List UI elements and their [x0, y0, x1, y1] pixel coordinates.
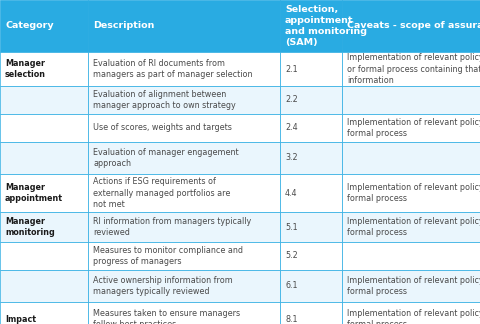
- Text: 6.1: 6.1: [285, 282, 298, 291]
- Bar: [0, 302, 88, 324]
- Text: Evaluation of manager engagement
approach: Evaluation of manager engagement approac…: [93, 148, 239, 168]
- Bar: [88, 242, 280, 270]
- Bar: [280, 114, 342, 142]
- Text: Selection,
appointment
and monitoring
(SAM): Selection, appointment and monitoring (S…: [285, 5, 367, 47]
- Text: RI information from managers typically
reviewed: RI information from managers typically r…: [93, 217, 251, 237]
- Text: Use of scores, weights and targets: Use of scores, weights and targets: [93, 123, 232, 133]
- Text: 8.1: 8.1: [285, 315, 298, 323]
- Bar: [0, 174, 88, 212]
- Text: Evaluation of alignment between
manager approach to own strategy: Evaluation of alignment between manager …: [93, 90, 236, 110]
- Bar: [0, 242, 88, 270]
- Text: Description: Description: [93, 21, 155, 30]
- Text: Manager
appointment: Manager appointment: [5, 183, 63, 203]
- Text: 2.2: 2.2: [285, 96, 298, 105]
- Text: 3.2: 3.2: [285, 154, 298, 163]
- Text: Implementation of relevant policy
or formal process containing that
information: Implementation of relevant policy or for…: [347, 53, 480, 85]
- Text: Evaluation of RI documents from
managers as part of manager selection: Evaluation of RI documents from managers…: [93, 59, 252, 79]
- Text: Category: Category: [5, 21, 54, 30]
- Bar: [0, 86, 88, 114]
- Bar: [342, 242, 480, 270]
- Text: Actions if ESG requirements of
externally managed portfolios are
not met: Actions if ESG requirements of externall…: [93, 178, 230, 209]
- Bar: [0, 114, 88, 142]
- Bar: [342, 174, 480, 212]
- Text: 4.4: 4.4: [285, 189, 298, 198]
- Bar: [342, 114, 480, 142]
- Bar: [342, 212, 480, 242]
- Bar: [88, 86, 280, 114]
- Bar: [280, 174, 342, 212]
- Bar: [88, 142, 280, 174]
- Bar: [342, 302, 480, 324]
- Bar: [88, 0, 280, 52]
- Bar: [88, 302, 280, 324]
- Text: 5.2: 5.2: [285, 251, 298, 260]
- Bar: [342, 86, 480, 114]
- Bar: [342, 142, 480, 174]
- Bar: [280, 142, 342, 174]
- Text: 2.1: 2.1: [285, 64, 298, 74]
- Bar: [0, 142, 88, 174]
- Bar: [0, 0, 88, 52]
- Text: Implementation of relevant policy or
formal process: Implementation of relevant policy or for…: [347, 183, 480, 203]
- Text: 5.1: 5.1: [285, 223, 298, 232]
- Text: 2.4: 2.4: [285, 123, 298, 133]
- Text: Manager
selection: Manager selection: [5, 59, 46, 79]
- Bar: [280, 0, 342, 52]
- Bar: [280, 270, 342, 302]
- Text: Impact: Impact: [5, 315, 36, 323]
- Bar: [0, 270, 88, 302]
- Text: Active ownership information from
managers typically reviewed: Active ownership information from manage…: [93, 276, 233, 296]
- Bar: [342, 270, 480, 302]
- Text: Measures to monitor compliance and
progress of managers: Measures to monitor compliance and progr…: [93, 246, 243, 266]
- Bar: [88, 212, 280, 242]
- Bar: [280, 302, 342, 324]
- Text: Implementation of relevant policy or
formal process: Implementation of relevant policy or for…: [347, 276, 480, 296]
- Bar: [280, 52, 342, 86]
- Text: Implementation of relevant policy or
formal process: Implementation of relevant policy or for…: [347, 217, 480, 237]
- Bar: [88, 114, 280, 142]
- Bar: [88, 174, 280, 212]
- Bar: [280, 242, 342, 270]
- Bar: [342, 52, 480, 86]
- Bar: [280, 86, 342, 114]
- Bar: [88, 52, 280, 86]
- Text: Implementation of relevant policy or
formal process: Implementation of relevant policy or for…: [347, 309, 480, 324]
- Text: Manager
monitoring: Manager monitoring: [5, 217, 55, 237]
- Text: Measures taken to ensure managers
follow best practices: Measures taken to ensure managers follow…: [93, 309, 240, 324]
- Bar: [280, 212, 342, 242]
- Bar: [342, 0, 480, 52]
- Bar: [0, 212, 88, 242]
- Bar: [0, 52, 88, 86]
- Bar: [88, 270, 280, 302]
- Text: Caveats - scope of assurance: Caveats - scope of assurance: [347, 21, 480, 30]
- Text: Implementation of relevant policy  or
formal process: Implementation of relevant policy or for…: [347, 118, 480, 138]
